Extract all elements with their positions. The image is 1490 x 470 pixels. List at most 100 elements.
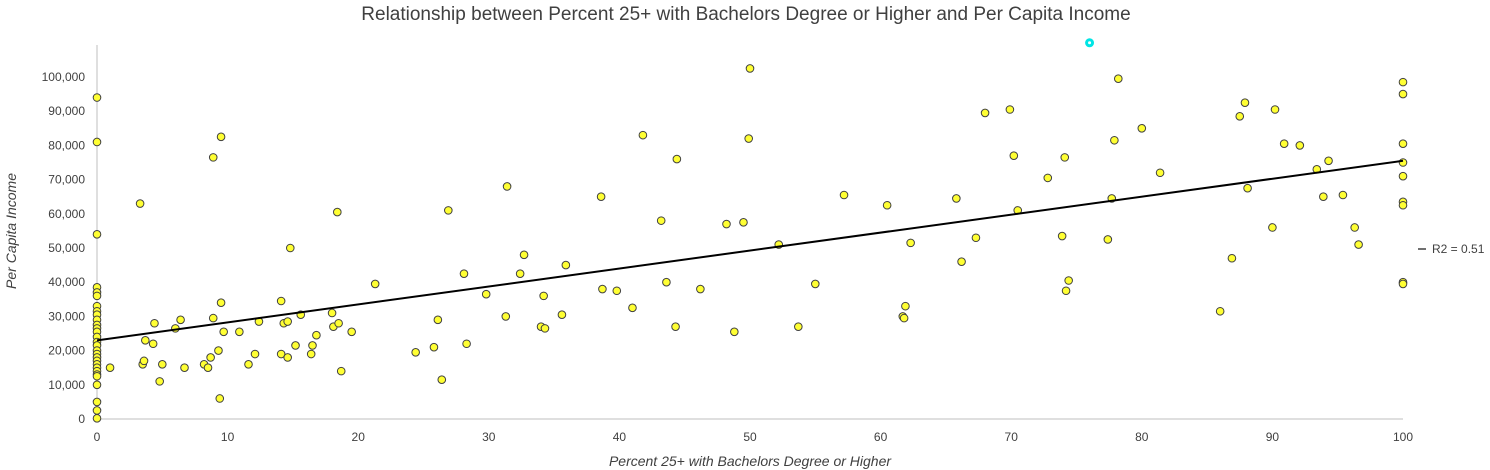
data-point[interactable] (557, 310, 567, 319)
data-point[interactable] (250, 349, 260, 359)
data-point[interactable] (462, 339, 471, 349)
data-point[interactable] (334, 318, 343, 328)
data-point[interactable] (285, 243, 295, 253)
data-point[interactable] (208, 153, 218, 162)
data-point[interactable] (811, 279, 820, 289)
data-point[interactable] (1243, 183, 1252, 193)
data-point[interactable] (135, 199, 145, 208)
data-point[interactable] (1043, 173, 1053, 183)
data-point[interactable] (980, 108, 990, 118)
data-point[interactable] (1270, 105, 1280, 114)
data-point[interactable] (596, 192, 606, 201)
data-point[interactable] (276, 296, 286, 306)
data-point[interactable] (662, 277, 671, 287)
data-point[interactable] (656, 216, 666, 225)
data-point[interactable] (437, 375, 447, 384)
data-point[interactable] (952, 194, 961, 203)
data-point[interactable] (139, 356, 149, 366)
data-point[interactable] (794, 322, 803, 331)
data-point[interactable] (141, 336, 150, 345)
data-point[interactable] (672, 154, 682, 164)
data-point[interactable] (1113, 74, 1123, 84)
data-point[interactable] (1319, 192, 1328, 201)
data-point[interactable] (92, 380, 102, 390)
data-point[interactable] (347, 327, 356, 337)
data-point[interactable] (203, 363, 213, 373)
data-point[interactable] (92, 414, 102, 423)
data-point[interactable] (206, 353, 215, 362)
data-point[interactable] (519, 250, 529, 260)
data-point[interactable] (92, 406, 102, 415)
data-point[interactable] (283, 353, 292, 362)
data-point[interactable] (155, 377, 164, 386)
data-point[interactable] (971, 233, 981, 243)
data-point[interactable] (92, 397, 102, 407)
data-point[interactable] (92, 137, 102, 147)
data-point[interactable] (839, 190, 849, 200)
data-point[interactable] (481, 289, 491, 299)
data-point[interactable] (1227, 253, 1237, 263)
data-point[interactable] (696, 284, 705, 294)
data-point[interactable] (1324, 156, 1333, 166)
data-point[interactable] (92, 291, 102, 301)
data-point[interactable] (176, 315, 185, 325)
data-point[interactable] (899, 313, 909, 323)
data-point[interactable] (628, 303, 637, 313)
data-point[interactable] (215, 394, 225, 403)
data-point[interactable] (1398, 139, 1408, 148)
data-point[interactable] (1398, 279, 1408, 289)
data-point[interactable] (1064, 276, 1073, 285)
data-point[interactable] (208, 313, 218, 323)
data-point[interactable] (180, 363, 189, 373)
data-point[interactable] (561, 260, 571, 270)
data-point[interactable] (291, 341, 300, 350)
data-point[interactable] (216, 132, 226, 142)
data-point[interactable] (1268, 223, 1277, 232)
data-point[interactable] (1110, 135, 1119, 145)
data-point[interactable] (92, 230, 102, 239)
data-point[interactable] (745, 64, 755, 73)
data-point[interactable] (1005, 105, 1015, 114)
data-point[interactable] (739, 218, 748, 227)
data-point[interactable] (1235, 112, 1245, 121)
data-point[interactable] (148, 339, 158, 349)
data-point[interactable] (1354, 240, 1363, 249)
data-point[interactable] (502, 182, 512, 191)
data-point[interactable] (1155, 168, 1165, 178)
highlight-point[interactable] (1085, 38, 1095, 48)
data-point[interactable] (1103, 235, 1113, 244)
data-point[interactable] (1240, 98, 1250, 107)
data-point[interactable] (429, 342, 439, 352)
data-point[interactable] (158, 359, 167, 369)
data-point[interactable] (906, 238, 915, 248)
data-point[interactable] (1009, 151, 1019, 160)
data-point[interactable] (216, 298, 226, 308)
data-point[interactable] (333, 207, 342, 217)
data-point[interactable] (312, 330, 321, 340)
data-point[interactable] (1061, 286, 1071, 296)
data-point[interactable] (1398, 171, 1408, 181)
data-point[interactable] (336, 366, 346, 376)
data-point[interactable] (370, 279, 380, 289)
data-point[interactable] (276, 349, 286, 359)
data-point[interactable] (1398, 89, 1408, 99)
data-point[interactable] (150, 318, 159, 328)
data-point[interactable] (444, 206, 453, 215)
data-point[interactable] (1350, 223, 1359, 232)
data-point[interactable] (1057, 231, 1067, 241)
data-point[interactable] (235, 327, 244, 337)
data-point[interactable] (730, 327, 739, 337)
data-point[interactable] (901, 301, 910, 311)
data-point[interactable] (1060, 153, 1070, 162)
data-point[interactable] (244, 359, 253, 369)
data-point[interactable] (214, 346, 223, 355)
data-point[interactable] (882, 200, 892, 210)
data-point[interactable] (722, 219, 731, 229)
data-point[interactable] (92, 371, 102, 381)
data-point[interactable] (92, 93, 102, 102)
data-point[interactable] (411, 348, 420, 357)
data-point[interactable] (308, 341, 317, 350)
data-point[interactable] (283, 317, 292, 326)
data-point[interactable] (957, 257, 966, 266)
data-point[interactable] (433, 315, 443, 325)
